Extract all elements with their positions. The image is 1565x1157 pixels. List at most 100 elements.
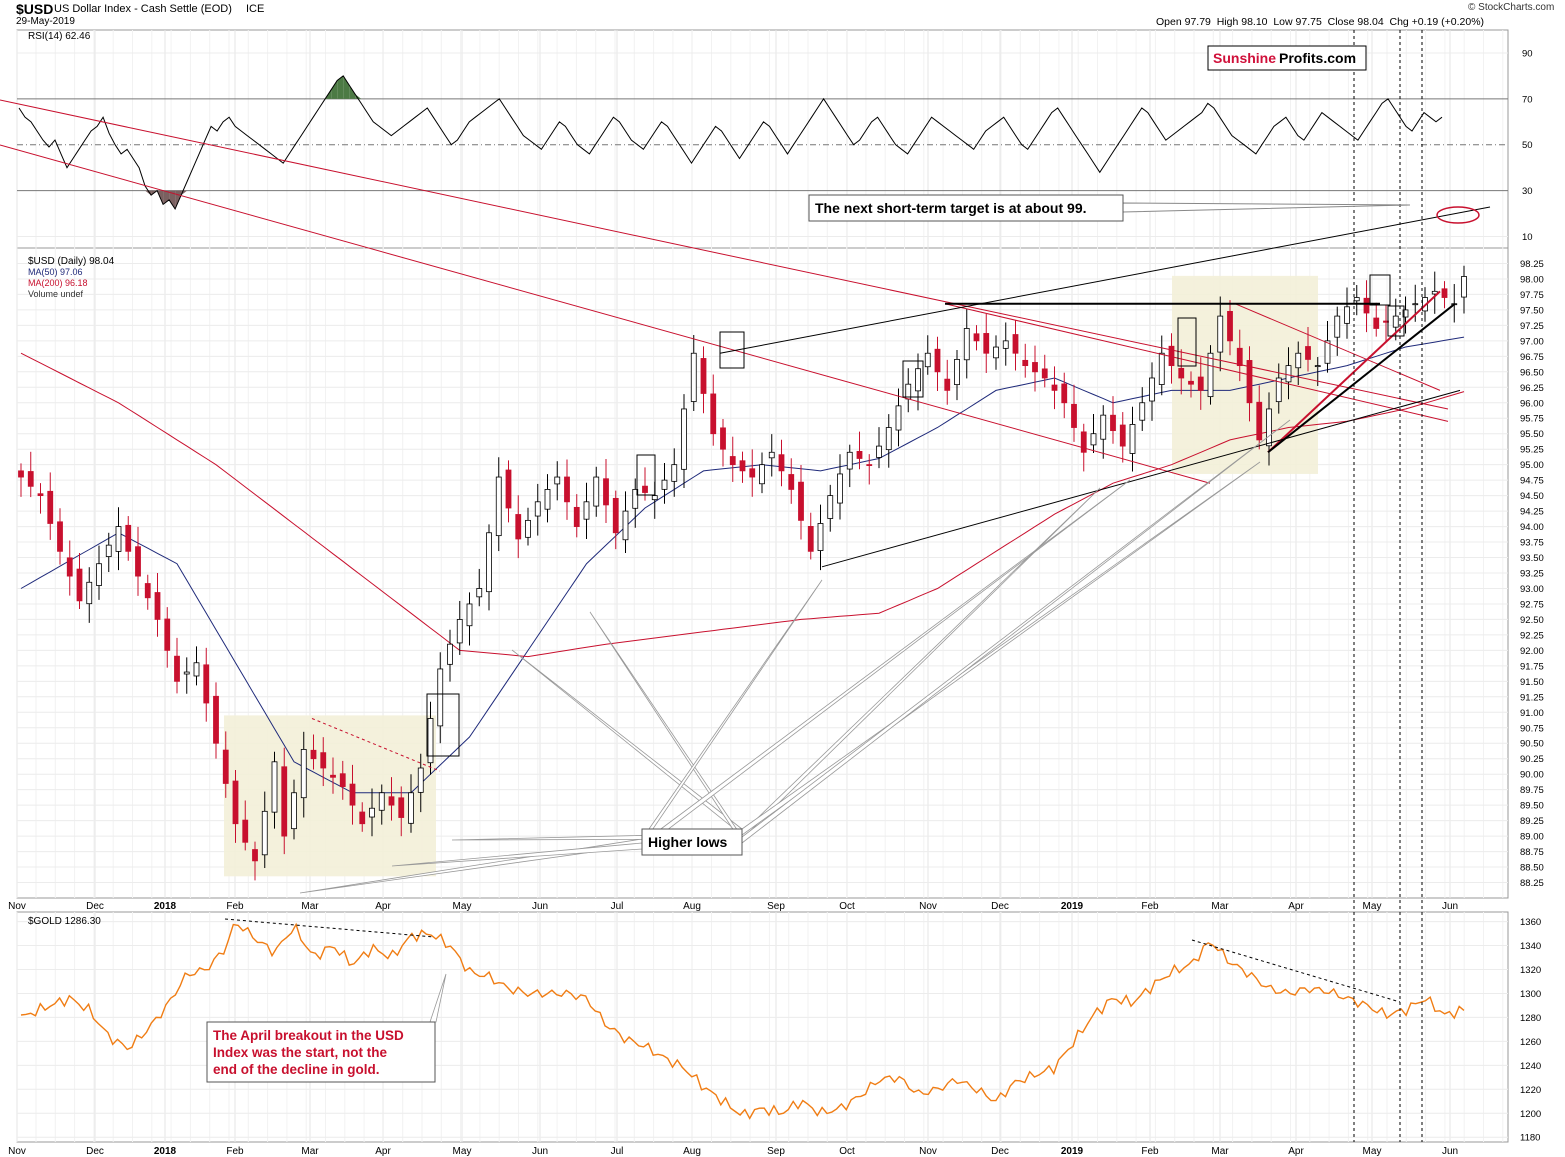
x-tick-label: Apr xyxy=(1288,1146,1304,1157)
candle-body xyxy=(447,643,453,665)
candle-body xyxy=(778,454,785,472)
chart-header: $USD US Dollar Index - Cash Settle (EOD)… xyxy=(16,1,1561,31)
candle-body xyxy=(456,619,463,644)
x-tick-label: Apr xyxy=(1288,901,1304,912)
highlight-box xyxy=(636,454,656,496)
x-tick-label: Apr xyxy=(375,1146,391,1157)
usd-y-tick: 89.50 xyxy=(1520,801,1544,812)
x-tick-label: 2018 xyxy=(154,901,177,912)
candle-body xyxy=(486,532,492,593)
candle-body xyxy=(1353,297,1360,302)
candle-body xyxy=(963,328,970,361)
candle-body xyxy=(1110,414,1116,432)
trend-annotations xyxy=(0,30,1491,1142)
candle-body xyxy=(1334,315,1341,338)
gold-y-tick: 1320 xyxy=(1520,965,1541,976)
exchange: ICE xyxy=(246,3,265,15)
usd-y-tick: 96.75 xyxy=(1520,352,1544,363)
candle-body xyxy=(76,568,83,602)
candle-body xyxy=(1227,310,1233,342)
candle-body xyxy=(427,718,434,764)
candle-body xyxy=(1324,340,1331,364)
candle-body xyxy=(1392,315,1399,328)
candle-body xyxy=(466,603,473,627)
chart-date: 29-May-2019 xyxy=(16,16,75,27)
candle-body xyxy=(330,774,336,778)
x-tick-label: Aug xyxy=(683,901,701,912)
candle-body xyxy=(1363,297,1370,314)
x-tick-label: Oct xyxy=(839,1146,855,1157)
candle-body xyxy=(339,773,346,787)
highlight-box xyxy=(719,331,745,369)
x-tick-label: Nov xyxy=(919,901,937,912)
usd-y-tick: 91.50 xyxy=(1520,677,1544,688)
rsi-y-tick: 70 xyxy=(1522,94,1533,105)
candle-body xyxy=(846,451,853,470)
x-tick-label: Jun xyxy=(1442,901,1458,912)
usd-y-tick: 89.75 xyxy=(1520,785,1544,796)
x-tick-label: Dec xyxy=(86,901,104,912)
volume-legend: Volume undef xyxy=(28,289,84,299)
candle-body xyxy=(583,501,590,520)
usd-y-tick: 94.50 xyxy=(1520,491,1544,502)
gold-note-line3: end of the decline in gold. xyxy=(213,1062,380,1077)
x-tick-label: 2019 xyxy=(1061,1146,1084,1157)
usd-y-tick: 92.25 xyxy=(1520,630,1544,641)
support-line-red xyxy=(1267,290,1441,454)
highlight-box xyxy=(902,360,924,398)
usd-y-tick: 95.50 xyxy=(1520,429,1544,440)
candle-body xyxy=(261,810,268,856)
candle-body xyxy=(1266,408,1272,447)
x-tick-label: May xyxy=(453,1146,472,1157)
candle-body xyxy=(125,524,132,552)
x-tick-label: Feb xyxy=(226,901,244,912)
candle-body xyxy=(856,450,863,459)
usd-y-tick: 91.00 xyxy=(1520,708,1544,719)
higher-lows-text: Higher lows xyxy=(648,834,728,850)
candle-body xyxy=(105,544,112,557)
candle-body xyxy=(1236,347,1243,367)
candle-body xyxy=(281,766,288,837)
x-tick-label: Dec xyxy=(991,901,1009,912)
x-tick-label: Sep xyxy=(767,901,785,912)
x-tick-label: Mar xyxy=(1211,901,1229,912)
candle-body xyxy=(291,792,297,830)
candle-body xyxy=(193,662,200,677)
candle-body xyxy=(1032,362,1038,373)
candle-body xyxy=(476,588,483,598)
usd-y-tick: 88.25 xyxy=(1520,878,1544,889)
usd-y-tick: 95.25 xyxy=(1520,445,1544,456)
candle-body xyxy=(934,348,941,373)
x-tick-label: 2019 xyxy=(1061,901,1084,912)
gold-legend: $GOLD 1286.30 xyxy=(28,916,101,927)
candle-body xyxy=(1402,309,1409,318)
candle-body xyxy=(534,501,541,517)
x-tick-label: Nov xyxy=(8,901,26,912)
candle-body xyxy=(671,464,678,482)
ma200-legend: MA(200) 96.18 xyxy=(28,278,88,288)
usd-y-tick: 89.00 xyxy=(1520,832,1544,843)
candle-body xyxy=(164,618,171,651)
gold-note-box xyxy=(206,1021,436,1083)
highlight-box xyxy=(426,693,460,757)
candle-body xyxy=(96,563,102,586)
usd-legend: $USD (Daily) 98.04 xyxy=(28,256,115,267)
usd-y-tick: 97.50 xyxy=(1520,305,1544,316)
usd-y-tick: 91.75 xyxy=(1520,661,1544,672)
candle-body xyxy=(115,526,122,552)
price-candles xyxy=(18,265,1467,881)
candle-body xyxy=(1061,383,1068,404)
candle-body xyxy=(1344,306,1350,324)
candle-body xyxy=(378,792,385,811)
usd-y-tick: 98.25 xyxy=(1520,259,1544,270)
candle-body xyxy=(895,405,902,431)
candle-body xyxy=(593,476,600,507)
usd-y-tick: 97.75 xyxy=(1520,290,1544,301)
candle-body xyxy=(1080,431,1087,453)
gold-note-line1: The April breakout in the USD xyxy=(213,1028,404,1043)
rising-resistance-line xyxy=(719,206,1491,354)
consolidation-zones xyxy=(224,275,1318,877)
brand-box xyxy=(1207,45,1367,71)
usd-y-tick: 92.75 xyxy=(1520,599,1544,610)
